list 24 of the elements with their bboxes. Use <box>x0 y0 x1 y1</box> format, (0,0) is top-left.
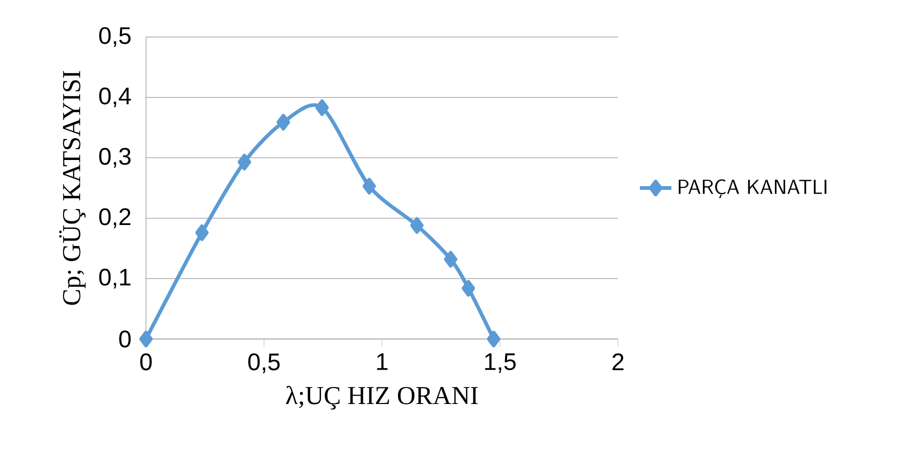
y-tick-label: 0,4 <box>99 87 131 108</box>
point <box>410 217 424 234</box>
y-tick-label: 0,1 <box>99 268 130 289</box>
y-axis-title: Cp; GÜÇ KATSAYISI <box>59 70 86 305</box>
y-tick-label: 0 <box>119 330 131 348</box>
y-tick-label: 0,3 <box>99 148 131 168</box>
point <box>315 99 329 116</box>
x-axis-title: λ;UÇ HIZ ORANI <box>286 386 478 410</box>
x-tick-label: 1 <box>377 353 388 370</box>
y-tick-label: 0,5 <box>99 27 131 47</box>
point <box>238 154 252 170</box>
point <box>195 224 209 241</box>
x-tick-label: 1,5 <box>485 353 516 373</box>
x-tick-label: 0 <box>140 353 152 370</box>
x-tick-label: 0,5 <box>248 353 280 374</box>
legend-label: PARÇA KANATLI <box>678 179 826 198</box>
x-tick-label: 2 <box>612 353 624 370</box>
point <box>444 250 458 268</box>
y-tick-label: 0,2 <box>99 208 130 228</box>
point <box>362 178 376 194</box>
point <box>139 330 153 348</box>
point <box>462 280 476 297</box>
point <box>276 114 290 130</box>
point <box>486 330 500 348</box>
